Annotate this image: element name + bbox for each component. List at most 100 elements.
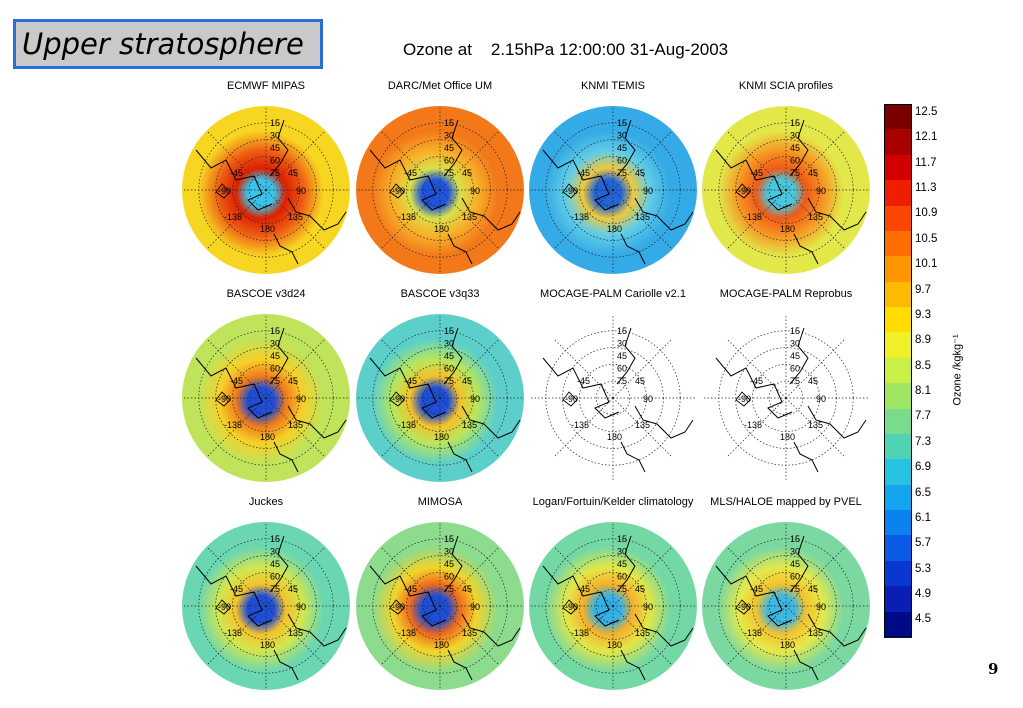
longitude-label: 135 — [288, 212, 303, 222]
longitude-label: 45 — [288, 584, 298, 594]
longitude-label: -45 — [750, 376, 763, 386]
longitude-label: 90 — [296, 394, 306, 404]
polar-map: 15 30 45 60 75 -45 45 -90 90 -135 135 180 — [356, 314, 524, 482]
latitude-label: 75 — [790, 376, 800, 386]
latitude-label: 30 — [270, 338, 280, 348]
map-panel: KNMI TEMIS 15 30 45 60 75 -45 45 -90 90 -135 135 180 — [527, 80, 699, 278]
longitude-label: -45 — [404, 376, 417, 386]
latitude-label: 45 — [790, 559, 800, 569]
longitude-label: 135 — [462, 212, 477, 222]
longitude-label: -90 — [218, 394, 231, 404]
longitude-label: 180 — [434, 640, 449, 650]
colorbar-segment — [884, 560, 912, 587]
latitude-label: 75 — [270, 376, 280, 386]
colorbar-segment — [884, 205, 912, 232]
colorbar-tick-label: 5.7 — [915, 537, 931, 550]
longitude-label: 180 — [607, 432, 622, 442]
colorbar-segment — [884, 408, 912, 435]
longitude-label: -45 — [577, 376, 590, 386]
polar-map: 15 30 45 60 75 -45 45 -90 90 -135 135 180 — [702, 314, 870, 482]
latitude-label: 30 — [617, 546, 627, 556]
longitude-label: 180 — [607, 224, 622, 234]
latitude-label: 75 — [444, 584, 454, 594]
longitude-label: 45 — [808, 376, 818, 386]
longitude-label: 90 — [470, 186, 480, 196]
map-panel: MOCAGE-PALM Cariolle v2.1 15 30 45 60 75 -45 45… — [527, 288, 699, 486]
latitude-label: 30 — [790, 130, 800, 140]
map-panel: BASCOE v3q33 15 30 45 60 75 -45 45 -90 90 -135 135 1… — [354, 288, 526, 486]
slide-title: Upper stratosphere — [13, 19, 323, 69]
latitude-label: 45 — [444, 143, 454, 153]
longitude-label: -45 — [404, 584, 417, 594]
panel-title: Logan/Fortuin/Kelder climatology — [532, 496, 694, 508]
colorbar-segment — [884, 611, 912, 638]
latitude-label: 45 — [270, 559, 280, 569]
latitude-label: 45 — [444, 559, 454, 569]
colorbar-segment — [884, 307, 912, 334]
map-panel: MIMOSA 15 30 45 60 75 -45 45 -90 90 -135 135 180 — [354, 496, 526, 694]
colorbar-tick-label: 12.1 — [915, 131, 938, 144]
longitude-label: 45 — [288, 168, 298, 178]
colorbar-segment — [884, 383, 912, 410]
colorbar-tick-label: 10.9 — [915, 207, 938, 220]
longitude-label: -90 — [218, 602, 231, 612]
panel-title: MIMOSA — [417, 496, 463, 508]
latitude-label: 15 — [617, 326, 627, 336]
latitude-label: 60 — [270, 156, 280, 166]
latitude-label: 60 — [270, 364, 280, 374]
panel-title: MOCAGE-PALM Cariolle v2.1 — [540, 288, 686, 300]
longitude-label: -45 — [577, 168, 590, 178]
latitude-label: 30 — [444, 546, 454, 556]
longitude-label: -135 — [398, 420, 416, 430]
longitude-label: 90 — [643, 394, 653, 404]
map-panel: KNMI SCIA profiles 15 30 45 60 75 -45 45 -90 90 -1… — [700, 80, 872, 278]
longitude-label: 180 — [780, 640, 795, 650]
longitude-label: 90 — [816, 394, 826, 404]
latitude-label: 60 — [617, 364, 627, 374]
longitude-label: 135 — [635, 212, 650, 222]
colorbar-segment — [884, 586, 912, 613]
panel-title: Juckes — [248, 496, 284, 508]
longitude-label: 90 — [470, 394, 480, 404]
longitude-label: -90 — [392, 394, 405, 404]
longitude-label: 45 — [462, 584, 472, 594]
colorbar-tick-label: 8.5 — [915, 359, 931, 372]
map-panel: DARC/Met Office UM 15 30 45 60 75 -45 45 -90 90 -1… — [354, 80, 526, 278]
longitude-label: 135 — [635, 420, 650, 430]
polar-map: 15 30 45 60 75 -45 45 -90 90 -135 135 180 — [356, 106, 524, 274]
colorbar-segment — [884, 510, 912, 537]
colorbar-tick-label: 6.5 — [915, 486, 931, 499]
panel-title: ECMWF MIPAS — [226, 80, 305, 92]
longitude-label: 90 — [816, 186, 826, 196]
colorbar-tick-label: 5.3 — [915, 562, 931, 575]
latitude-label: 75 — [444, 168, 454, 178]
longitude-label: -135 — [224, 420, 242, 430]
longitude-label: 180 — [260, 432, 275, 442]
colorbar-tick-label: 8.1 — [915, 385, 931, 397]
longitude-label: -135 — [571, 212, 589, 222]
latitude-label: 60 — [790, 572, 800, 582]
longitude-label: -135 — [744, 212, 762, 222]
latitude-label: 15 — [617, 534, 627, 544]
colorbar-tick-label: 6.1 — [915, 511, 931, 524]
longitude-label: 180 — [260, 640, 275, 650]
latitude-label: 75 — [270, 584, 280, 594]
longitude-label: -90 — [392, 602, 405, 612]
latitude-label: 30 — [270, 546, 280, 556]
latitude-label: 30 — [790, 338, 800, 348]
longitude-label: -135 — [571, 420, 589, 430]
latitude-label: 60 — [444, 572, 454, 582]
latitude-label: 45 — [790, 143, 800, 153]
latitude-label: 75 — [617, 584, 627, 594]
longitude-label: -135 — [398, 212, 416, 222]
latitude-label: 60 — [270, 572, 280, 582]
latitude-label: 15 — [270, 534, 280, 544]
colorbar-segment — [884, 230, 912, 257]
longitude-label: -135 — [398, 628, 416, 638]
longitude-label: -135 — [744, 420, 762, 430]
latitude-label: 15 — [444, 534, 454, 544]
polar-map: 15 30 45 60 75 -45 45 -90 90 -135 135 180 — [356, 522, 524, 690]
panel-title: KNMI TEMIS — [581, 80, 645, 92]
longitude-label: -90 — [738, 394, 751, 404]
colorbar-segment — [884, 180, 912, 207]
